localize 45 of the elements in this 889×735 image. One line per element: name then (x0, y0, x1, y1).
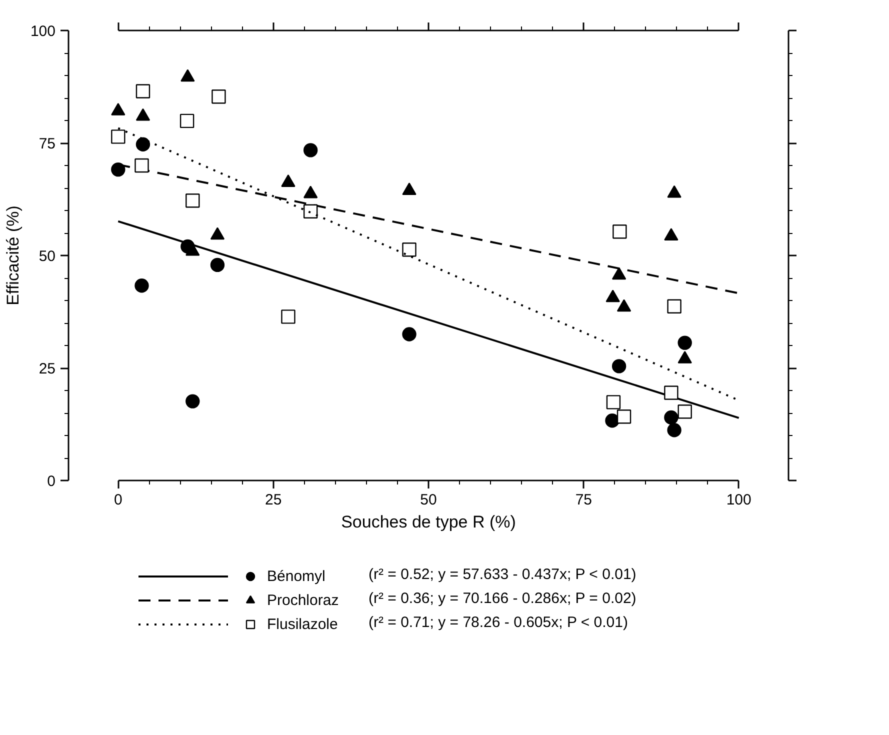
y-axis-title: Efficacité (%) (3, 206, 22, 306)
point (667, 299, 682, 314)
point (678, 404, 692, 419)
text: (r² = 0.71; y = 78.26 - 0.605x; P < 0.01) (368, 614, 628, 631)
y-tick-label: 50 (38, 248, 56, 265)
y-tick-label: 100 (30, 23, 56, 40)
point (210, 258, 225, 272)
point (111, 162, 126, 177)
x-tick-label: 75 (575, 492, 592, 508)
point (612, 224, 627, 239)
point (281, 310, 296, 324)
point (605, 414, 620, 428)
x-tick-label: 100 (726, 492, 752, 508)
text: (r² = 0.52; y = 57.633 - 0.437x; P < 0.01) (368, 566, 636, 583)
y-tick-label: 0 (47, 473, 56, 490)
point (402, 327, 416, 342)
point (667, 423, 682, 438)
point (136, 137, 150, 152)
x-axis-title: Souches de type R (%) (341, 512, 516, 532)
point (186, 394, 200, 408)
x-tick-label: 0 (114, 492, 122, 508)
point (612, 359, 626, 374)
point (664, 386, 678, 400)
point (303, 143, 318, 158)
point (303, 204, 318, 218)
point (402, 242, 416, 257)
y-tick-label: 25 (38, 360, 56, 378)
legend-label: Flusilazole (267, 616, 338, 632)
point (180, 114, 194, 128)
point (186, 194, 200, 208)
point (134, 278, 149, 293)
point (616, 410, 632, 424)
point (111, 130, 126, 144)
point (136, 84, 150, 98)
legend-label: Prochloraz (267, 592, 339, 608)
point (212, 90, 226, 104)
point (134, 158, 149, 173)
legend-label: Bénomyl (267, 568, 326, 584)
point (606, 395, 621, 410)
y-tick-label: 75 (38, 136, 56, 152)
point (664, 410, 678, 425)
point (678, 336, 692, 350)
x-tick-label: 25 (264, 492, 282, 508)
text: (r² = 0.36; y = 70.166 - 0.286x; P = 0.02) (368, 590, 636, 607)
x-tick-label: 50 (420, 492, 437, 508)
